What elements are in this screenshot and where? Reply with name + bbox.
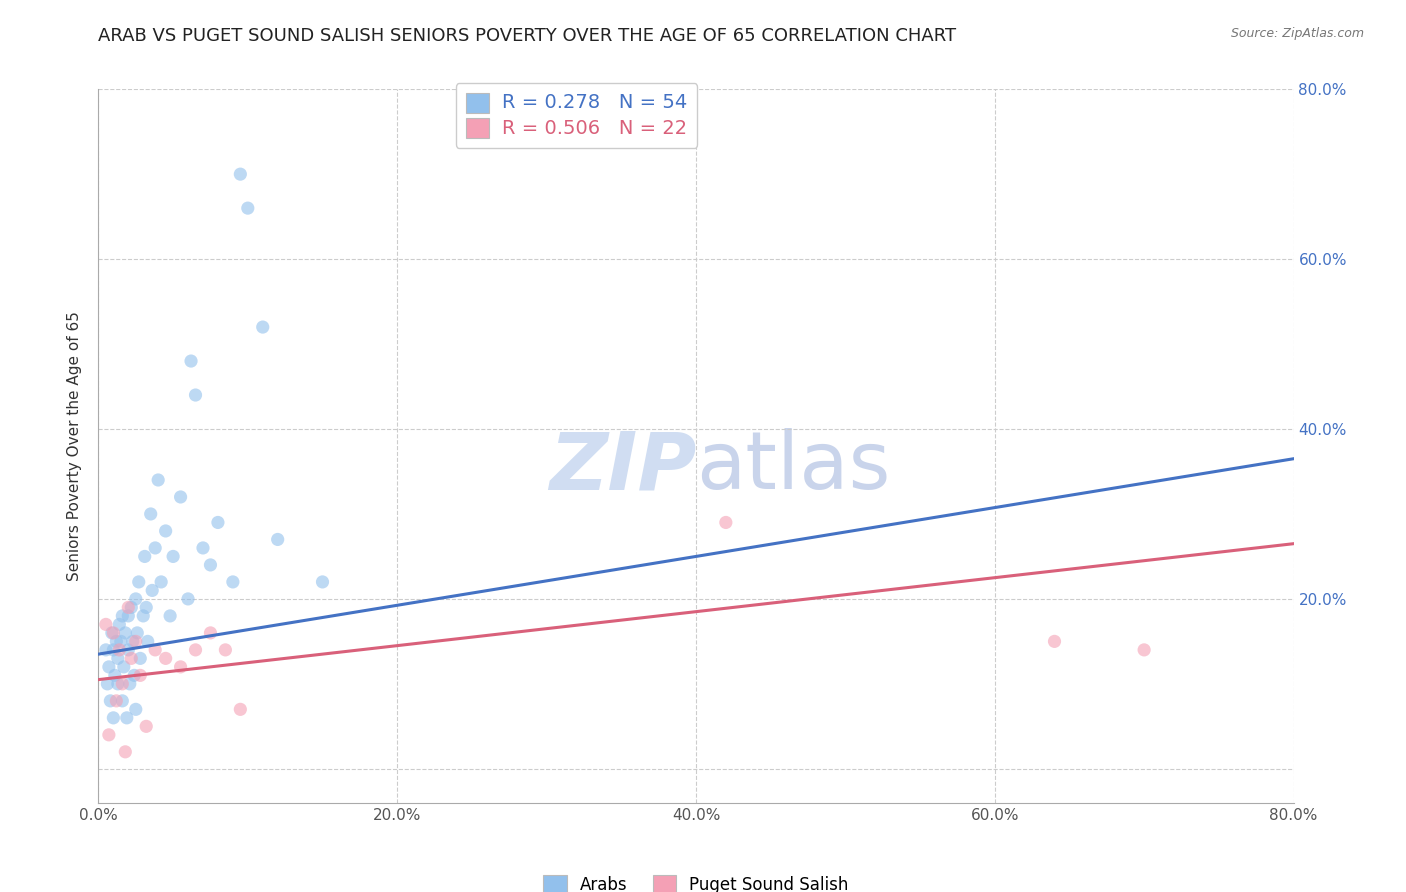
Point — [229, 702, 252, 716]
Text: ZIP: ZIP — [548, 428, 696, 507]
Point — [135, 719, 157, 733]
Point — [162, 549, 184, 564]
Point — [267, 533, 290, 547]
Point — [222, 574, 245, 589]
Point — [127, 626, 149, 640]
Point — [114, 626, 136, 640]
Point — [177, 591, 200, 606]
Point — [135, 600, 157, 615]
Point — [184, 643, 207, 657]
Point — [134, 549, 156, 564]
Point — [94, 643, 117, 657]
Point — [108, 617, 131, 632]
Point — [100, 694, 122, 708]
Point — [117, 600, 139, 615]
Point — [143, 541, 166, 555]
Point — [200, 626, 222, 640]
Point — [105, 694, 128, 708]
Point — [236, 201, 259, 215]
Point — [94, 617, 117, 632]
Point — [97, 728, 120, 742]
Point — [169, 490, 191, 504]
Point — [107, 651, 129, 665]
Point — [125, 634, 148, 648]
Point — [129, 651, 152, 665]
Point — [141, 583, 163, 598]
Point — [191, 541, 214, 555]
Point — [107, 677, 129, 691]
Point — [120, 651, 142, 665]
Point — [252, 320, 274, 334]
Point — [1043, 634, 1066, 648]
Point — [110, 634, 132, 648]
Point — [139, 507, 162, 521]
Point — [117, 643, 139, 657]
Point — [112, 660, 135, 674]
Point — [111, 694, 134, 708]
Point — [311, 574, 333, 589]
Point — [103, 643, 125, 657]
Point — [214, 643, 236, 657]
Point — [180, 354, 202, 368]
Point — [96, 677, 118, 691]
Point — [155, 524, 177, 538]
Point — [125, 591, 148, 606]
Point — [148, 473, 170, 487]
Point — [124, 668, 146, 682]
Point — [103, 711, 125, 725]
Point — [111, 608, 134, 623]
Text: Source: ZipAtlas.com: Source: ZipAtlas.com — [1230, 27, 1364, 40]
Point — [184, 388, 207, 402]
Point — [125, 702, 148, 716]
Legend: Arabs, Puget Sound Salish: Arabs, Puget Sound Salish — [537, 868, 855, 892]
Point — [121, 634, 143, 648]
Point — [136, 634, 159, 648]
Point — [117, 608, 139, 623]
Text: ARAB VS PUGET SOUND SALISH SENIORS POVERTY OVER THE AGE OF 65 CORRELATION CHART: ARAB VS PUGET SOUND SALISH SENIORS POVER… — [98, 27, 956, 45]
Point — [111, 677, 134, 691]
Point — [115, 711, 138, 725]
Point — [105, 634, 128, 648]
Point — [169, 660, 191, 674]
Point — [714, 516, 737, 530]
Y-axis label: Seniors Poverty Over the Age of 65: Seniors Poverty Over the Age of 65 — [67, 311, 83, 581]
Point — [128, 574, 150, 589]
Point — [155, 651, 177, 665]
Point — [229, 167, 252, 181]
Point — [143, 643, 166, 657]
Point — [129, 668, 152, 682]
Point — [104, 668, 127, 682]
Point — [1133, 643, 1156, 657]
Point — [200, 558, 222, 572]
Point — [150, 574, 173, 589]
Point — [97, 660, 120, 674]
Point — [114, 745, 136, 759]
Text: atlas: atlas — [696, 428, 890, 507]
Point — [101, 626, 124, 640]
Point — [207, 516, 229, 530]
Point — [159, 608, 181, 623]
Point — [108, 643, 131, 657]
Point — [103, 626, 125, 640]
Point — [120, 600, 142, 615]
Point — [118, 677, 141, 691]
Point — [132, 608, 155, 623]
